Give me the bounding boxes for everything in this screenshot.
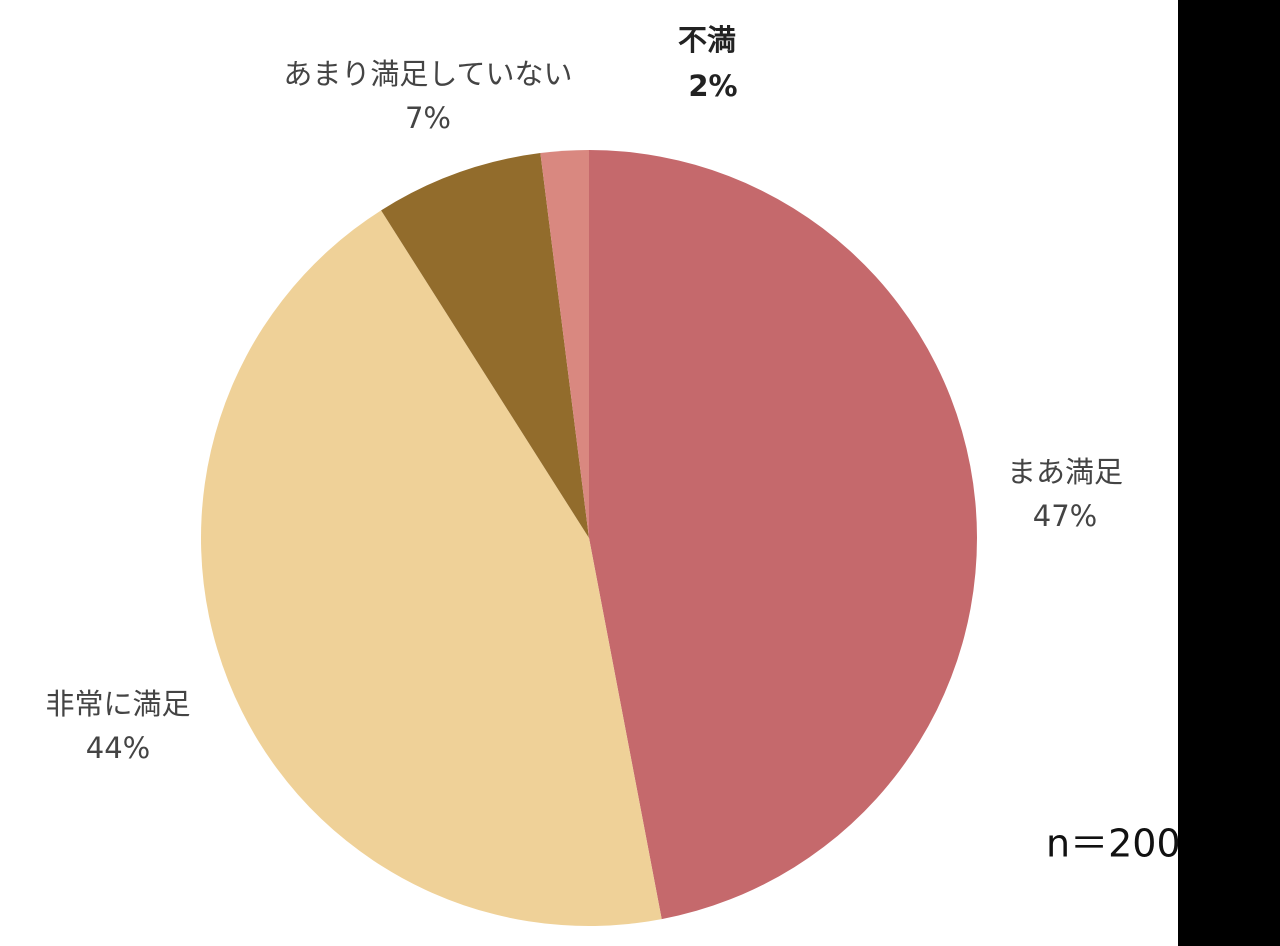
value-label: 2% — [688, 69, 737, 103]
labels: まあ満足 47% 非常に満足 44% あまり満足していない 7% 不満 2% — [45, 23, 1123, 765]
value-label: 7% — [405, 101, 451, 135]
pie — [200, 150, 977, 927]
category-label: 不満 — [678, 23, 736, 57]
pie-slice — [381, 153, 589, 538]
category-label: あまり満足していない — [283, 57, 572, 91]
black-bar — [1178, 0, 1280, 946]
value-label: 44% — [86, 731, 150, 765]
sample-size: n＝200 — [1046, 822, 1181, 866]
value-label: 47% — [1033, 499, 1097, 533]
pie-slice — [589, 150, 977, 920]
pie-slice — [200, 210, 662, 927]
category-label: 非常に満足 — [45, 687, 190, 721]
category-label: まあ満足 — [1007, 455, 1123, 489]
pie-slice — [540, 150, 589, 538]
